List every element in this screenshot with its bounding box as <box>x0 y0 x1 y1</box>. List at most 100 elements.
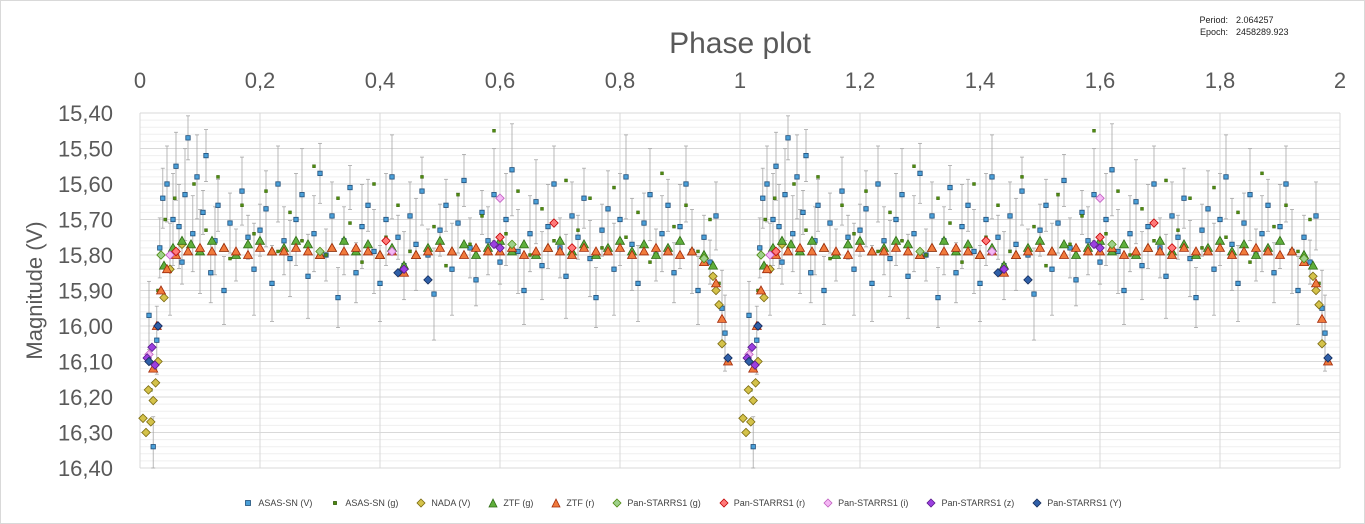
point-ztf-g <box>1118 239 1130 249</box>
point-asas-sn-v <box>659 231 665 237</box>
point-ztf-r <box>458 249 470 259</box>
point-pan-starrs1-y <box>153 321 163 331</box>
point-asas-sn-v <box>200 209 206 215</box>
point-ztf-r <box>794 242 806 252</box>
point-asas-sn-v <box>1109 167 1115 173</box>
point-nada-v <box>741 427 751 438</box>
point-asas-sn-v <box>1049 266 1055 272</box>
point-asas-sn-v <box>635 280 641 287</box>
point-asas-sn-g <box>1200 246 1204 250</box>
point-asas-sn-v <box>935 294 941 301</box>
point-asas-sn-v <box>150 444 156 450</box>
point-asas-sn-v <box>491 192 497 198</box>
point-asas-sn-v <box>335 294 341 301</box>
point-asas-sn-g <box>864 189 868 193</box>
legend-item-pan-starrs1-z: Pan-STARRS1 (z) <box>926 498 1014 508</box>
point-asas-sn-g <box>420 175 424 179</box>
point-nada-v <box>143 385 154 395</box>
point-asas-sn-g <box>1056 192 1060 197</box>
point-asas-sn-v <box>917 170 923 176</box>
point-asas-sn-g <box>408 249 412 254</box>
point-asas-sn-v <box>803 152 809 159</box>
point-pan-starrs1-r <box>1095 232 1105 243</box>
point-asas-sn-g <box>936 196 940 200</box>
point-asas-sn-v <box>746 312 752 318</box>
point-nada-v <box>750 378 761 388</box>
point-asas-sn-v <box>275 181 281 187</box>
point-ztf-r <box>410 249 422 259</box>
point-asas-sn-g <box>540 207 544 211</box>
point-asas-sn-v <box>1175 234 1181 240</box>
point-asas-sn-g <box>972 182 976 186</box>
point-asas-sn-g <box>360 260 364 264</box>
point-ztf-r <box>242 249 254 259</box>
point-asas-sn-g <box>1176 228 1180 232</box>
point-asas-sn-v <box>1013 241 1019 247</box>
legend-item-pan-starrs1-r: Pan-STARRS1 (r) <box>719 498 805 508</box>
point-asas-sn-v <box>1259 231 1265 237</box>
point-asas-sn-v <box>808 270 814 276</box>
point-asas-sn-v <box>1193 294 1199 301</box>
point-asas-sn-v <box>185 135 191 141</box>
point-ztf-g <box>518 239 530 249</box>
point-asas-sn-v <box>170 216 176 223</box>
point-pan-starrs1-y <box>993 267 1003 278</box>
point-asas-sn-g <box>552 239 556 243</box>
point-ztf-r <box>182 246 194 256</box>
point-asas-sn-v <box>965 202 971 208</box>
point-ztf-r <box>962 246 974 256</box>
point-asas-sn-g <box>480 214 484 218</box>
point-asas-sn-v <box>629 241 635 247</box>
point-asas-sn-v <box>437 227 443 233</box>
point-asas-sn-v <box>305 273 311 279</box>
point-nada-v <box>1317 338 1327 349</box>
point-ztf-g <box>650 249 662 259</box>
point-ztf-r <box>782 246 794 256</box>
point-ztf-r <box>1118 249 1130 259</box>
legend-label: Pan-STARRS1 (Y) <box>1047 498 1122 508</box>
point-nada-v <box>759 292 769 303</box>
point-ztf-r <box>1166 249 1178 259</box>
point-ztf-r <box>878 246 890 256</box>
point-asas-sn-v <box>299 192 305 198</box>
point-ztf-g <box>707 260 719 270</box>
point-asas-sn-g <box>564 178 568 183</box>
x-tick-label: 1,2 <box>845 68 876 93</box>
y-tick-label: 15,60 <box>58 172 113 197</box>
point-asas-sn-v <box>208 270 214 276</box>
point-asas-sn-v <box>521 287 527 294</box>
point-asas-sn-v <box>1229 241 1235 247</box>
x-tick-label: 1 <box>734 68 746 93</box>
point-asas-sn-v <box>1235 280 1241 287</box>
point-asas-sn-g <box>684 203 688 208</box>
point-ztf-r <box>1310 278 1322 288</box>
point-asas-sn-g <box>240 203 244 208</box>
point-asas-sn-v <box>257 227 263 233</box>
point-asas-sn-v <box>1043 202 1049 208</box>
point-asas-sn-v <box>995 234 1001 240</box>
point-asas-sn-v <box>383 216 389 223</box>
point-asas-sn-g <box>1068 242 1072 247</box>
point-asas-sn-v <box>1019 188 1025 194</box>
point-asas-sn-g <box>636 210 640 215</box>
point-asas-sn-g <box>300 239 304 243</box>
point-ztf-r <box>830 246 842 256</box>
point-ztf-r <box>422 246 434 256</box>
point-asas-sn-v <box>1085 238 1091 244</box>
point-ztf-g <box>1274 235 1286 245</box>
point-asas-sn-g <box>1032 224 1036 229</box>
point-asas-sn-v <box>611 266 617 272</box>
point-asas-sn-v <box>317 170 323 176</box>
point-asas-sn-v <box>977 280 983 287</box>
point-asas-sn-g <box>1152 239 1156 243</box>
point-asas-sn-v <box>1073 277 1079 283</box>
point-pan-starrs1-r <box>771 246 781 257</box>
point-asas-sn-g <box>204 228 208 232</box>
point-asas-sn-v <box>533 199 539 205</box>
point-asas-sn-v <box>617 216 623 223</box>
point-pan-starrs1-r <box>567 243 577 253</box>
point-pan-starrs1-y <box>1323 353 1333 363</box>
point-asas-sn-g <box>840 203 844 208</box>
legend-label: Pan-STARRS1 (r) <box>733 498 806 508</box>
